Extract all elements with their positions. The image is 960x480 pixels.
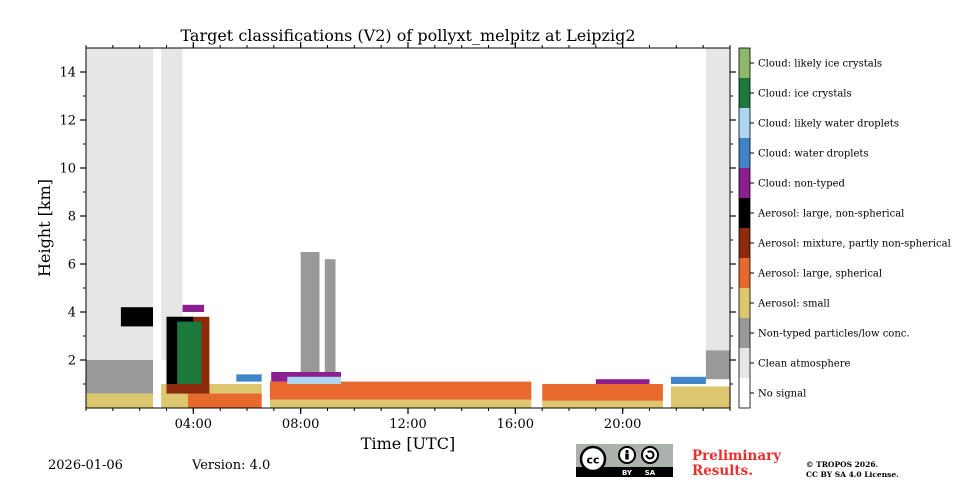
colorbar-label: Cloud: water droplets (758, 149, 869, 160)
copyright-line: © TROPOS 2026. (806, 460, 879, 469)
region-aerosol-large-spherical (188, 393, 262, 408)
x-tick-label: 08:00 (282, 417, 319, 432)
colorbar-label: Non-typed particles/low conc. (758, 329, 910, 340)
region-aerosol-small (269, 399, 532, 408)
colorbar-label: Cloud: likely water droplets (758, 119, 899, 130)
no-signal-gap (153, 48, 162, 408)
colorbar-label: Cloud: non-typed (758, 179, 846, 190)
colorbar-swatch-cloud-non-typed (739, 168, 750, 198)
region-aerosol-small (542, 400, 663, 408)
colorbar-label: Cloud: ice crystals (758, 89, 852, 100)
region-cloud-water-droplets (671, 376, 706, 384)
cc-by-sa-badge: cc BY SA (576, 444, 673, 477)
colorbar-swatch-cloud-likely-water-droplets (739, 108, 750, 138)
region-cloud-likely-water-droplets (287, 376, 341, 384)
y-tick-label: 10 (59, 162, 76, 177)
svg-text:SA: SA (645, 469, 656, 477)
region-clean-atmosphere (161, 48, 183, 360)
cc-icon (579, 445, 607, 473)
no-signal-gap (261, 48, 270, 408)
colorbar-swatch-cloud-ice-crystals (739, 78, 750, 108)
y-tick-label: 2 (68, 354, 76, 369)
region-cloud-non-typed (182, 304, 205, 312)
colorbar-label: Aerosol: large, spherical (757, 269, 882, 280)
x-axis-label: Time [UTC] (361, 434, 455, 453)
classification-heatmap (86, 48, 730, 408)
y-tick-label: 6 (68, 258, 76, 273)
colorbar-swatch-cloud-likely-ice-crystals (739, 48, 750, 78)
preliminary-results-note: Preliminary Results. (692, 449, 781, 479)
region-non-typed-particles-low-conc (324, 259, 336, 380)
region-cloud-ice-crystals (177, 321, 202, 384)
svg-text:cc: cc (586, 454, 599, 467)
colorbar-label: Aerosol: mixture, partly non-spherical (757, 239, 951, 250)
region-aerosol-small (86, 393, 154, 408)
colorbar-swatch-cloud-water-droplets (739, 138, 750, 168)
y-tick-label: 8 (68, 210, 76, 225)
no-signal-gap (662, 48, 671, 408)
x-tick-label: 16:00 (497, 417, 534, 432)
region-aerosol-small (671, 386, 730, 408)
colorbar-swatch-no-signal (739, 378, 750, 408)
colorbar-swatch-clean-atmosphere (739, 348, 750, 378)
preliminary-line: Preliminary (692, 448, 782, 464)
results-line: Results. (692, 463, 753, 479)
license-line: CC BY SA 4.0 License. (806, 470, 899, 479)
chart-title: Target classifications (V2) of pollyxt_m… (180, 26, 635, 45)
colorbar-label: Clean atmosphere (758, 359, 851, 370)
y-tick-label: 12 (59, 114, 76, 129)
y-axis-label: Height [km] (35, 179, 54, 277)
colorbar-label: Aerosol: small (757, 299, 830, 310)
colorbar-swatch-aerosol-mixture-partly-non-spherical (739, 228, 750, 258)
region-non-typed-particles-low-conc (300, 252, 320, 380)
region-clean-atmosphere (705, 48, 730, 360)
colorbar-swatch-aerosol-large-non-spherical (739, 198, 750, 228)
axes: 04:00 08:00 12:00 16:00 20:00 2 4 6 8 10 12 14 (59, 42, 736, 432)
colorbar-frame (738, 47, 751, 409)
date-label: 2026-01-06 (48, 458, 123, 473)
license-note: © TROPOS 2026. CC BY SA 4.0 License. (806, 460, 899, 480)
region-aerosol-large-spherical (542, 384, 663, 401)
colorbar-label: Aerosol: large, non-spherical (757, 209, 904, 220)
colorbar-swatch-aerosol-small (739, 288, 750, 318)
colorbar-swatch-non-typed-particles-low-conc (739, 318, 750, 348)
region-aerosol-large-spherical (269, 381, 532, 400)
colorbar-label: No signal (758, 389, 806, 400)
svg-text:BY: BY (622, 469, 633, 477)
region-cloud-non-typed (595, 379, 650, 384)
x-tick-label: 12:00 (389, 417, 426, 432)
region-non-typed-particles-low-conc (705, 350, 730, 380)
x-tick-label: 04:00 (175, 417, 212, 432)
y-tick-label: 14 (59, 66, 76, 81)
region-cloud-water-droplets (236, 374, 262, 382)
y-tick-label: 4 (68, 306, 76, 321)
colorbar-swatch-aerosol-large-spherical (739, 258, 750, 288)
colorbar-label: Cloud: likely ice crystals (758, 59, 882, 70)
region-non-typed-particles-low-conc (86, 360, 154, 394)
x-tick-label: 20:00 (604, 417, 641, 432)
no-signal-gap (531, 48, 543, 408)
share-alike-icon (641, 446, 659, 464)
colorbar-legend: No signal Clean atmosphere Non-typed parti… (738, 47, 951, 409)
region-aerosol-large-non-spherical (120, 307, 154, 327)
version-label: Version: 4.0 (192, 458, 271, 473)
